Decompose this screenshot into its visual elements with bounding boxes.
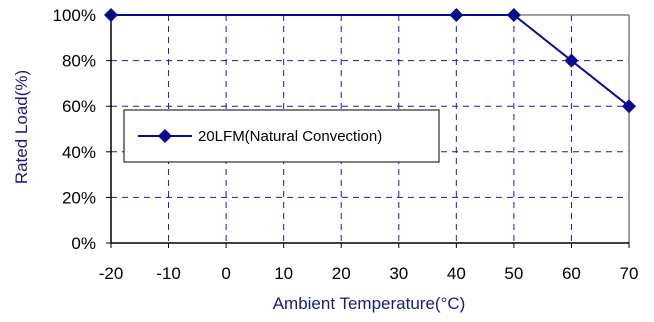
data-point-marker [564,53,579,68]
x-tick-label: -20 [99,264,124,283]
data-point-marker [622,99,636,114]
x-tick-label: 40 [447,264,466,283]
x-tick-label: -10 [156,264,181,283]
series-layer [104,8,636,114]
x-tick-label: 60 [562,264,581,283]
x-tick-label: 70 [620,264,639,283]
x-tick-labels: -20 -10 0 10 20 30 40 50 60 70 [99,243,639,283]
y-tick-label: 20% [62,188,96,207]
x-axis-title: Ambient Temperature(°C) [273,294,466,313]
legend-label: 20LFM(Natural Convection) [198,128,382,145]
x-tick-label: 10 [274,264,293,283]
data-point-marker [506,8,521,22]
y-tick-label: 60% [62,97,96,116]
y-tick-label: 100% [53,6,96,25]
y-tick-label: 40% [62,143,96,162]
data-point-marker [449,8,464,22]
y-tick-label: 0% [71,234,96,253]
y-tick-label: 80% [62,52,96,71]
legend-marker-diamond [158,129,172,143]
legend: 20LFM(Natural Convection) [123,109,440,163]
x-tick-label: 0 [221,264,230,283]
y-tick-labels: 0% 20% 40% 60% 80% 100% [53,6,111,253]
x-tick-label: 50 [504,264,523,283]
x-tick-label: 20 [332,264,351,283]
y-axis-title: Rated Load(%) [12,70,31,184]
x-tick-label: 30 [389,264,408,283]
